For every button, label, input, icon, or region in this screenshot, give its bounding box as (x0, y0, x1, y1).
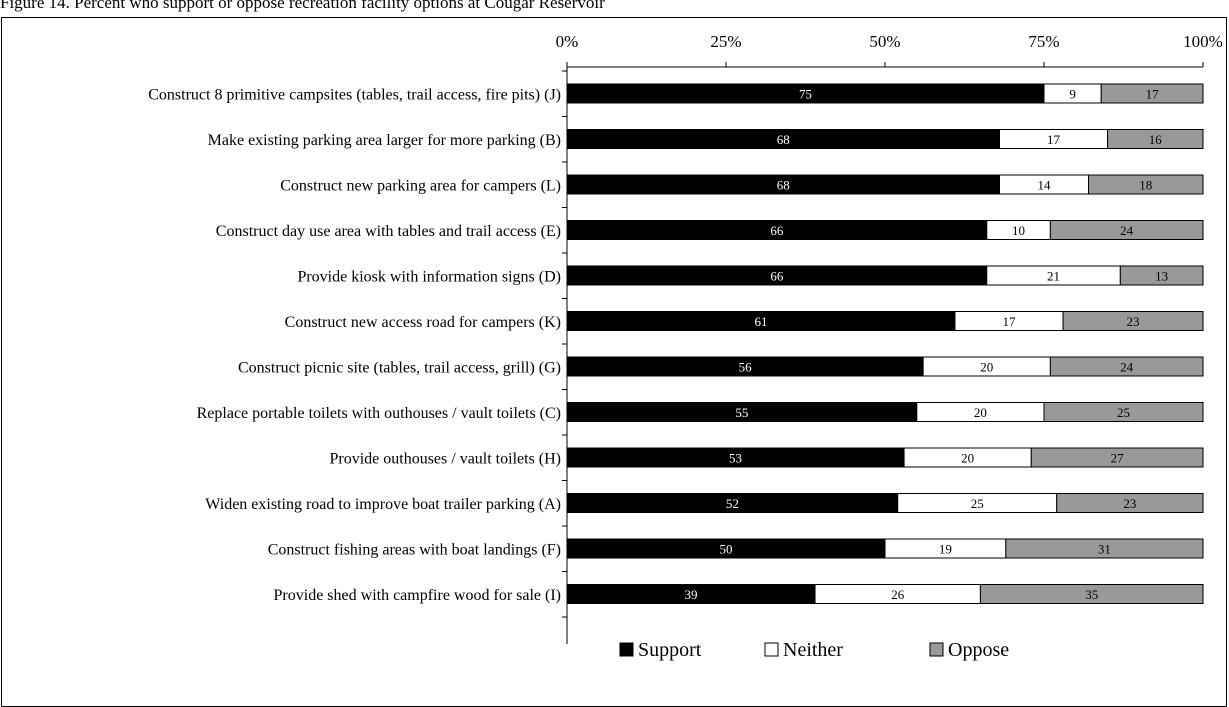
bar-segment-oppose (1100, 83, 1204, 104)
data-label-neither: 20 (980, 360, 993, 375)
legend-label-oppose: Oppose (948, 639, 1009, 661)
bar-segment-oppose (1005, 538, 1204, 559)
data-label-oppose: 18 (1139, 178, 1152, 193)
data-label-support: 39 (685, 587, 698, 602)
legend-label-support: Support (638, 639, 702, 661)
category-label: Construct 8 primitive campsites (tables,… (148, 87, 561, 104)
category-label: Construct day use area with tables and t… (216, 223, 561, 240)
x-tick-label: 25% (710, 32, 741, 51)
data-label-neither: 17 (1047, 132, 1061, 147)
data-label-oppose: 25 (1117, 405, 1130, 420)
bar-segment-oppose (1062, 311, 1204, 331)
data-label-support: 55 (735, 405, 748, 420)
category-label: Construct fishing areas with boat landin… (268, 542, 561, 559)
data-label-support: 68 (777, 132, 790, 147)
data-label-support: 66 (770, 223, 784, 238)
data-label-support: 68 (777, 178, 790, 193)
bar-segment-oppose (1049, 220, 1204, 240)
category-label: Provide shed with campfire wood for sale… (274, 587, 561, 604)
data-label-oppose: 17 (1146, 87, 1160, 102)
x-tick-label: 0% (556, 32, 579, 51)
data-label-oppose: 35 (1085, 587, 1098, 602)
data-label-neither: 19 (939, 542, 952, 557)
legend-swatch-neither (764, 642, 779, 657)
data-label-neither: 20 (961, 451, 974, 466)
bar-segment-oppose (1056, 493, 1204, 513)
data-label-neither: 26 (891, 587, 905, 602)
data-label-oppose: 13 (1155, 269, 1168, 284)
data-label-support: 52 (726, 496, 739, 511)
category-label: Widen existing road to improve boat trai… (205, 496, 561, 513)
legend-swatch-oppose (929, 642, 944, 657)
x-tick-label: 100% (1183, 32, 1223, 51)
data-label-oppose: 23 (1127, 314, 1140, 329)
data-label-oppose: 27 (1111, 451, 1125, 466)
category-label: Provide outhouses / vault toilets (H) (329, 451, 561, 468)
category-label: Construct picnic site (tables, trail acc… (238, 360, 561, 377)
data-label-oppose: 31 (1098, 542, 1111, 557)
category-label: Make existing parking area larger for mo… (208, 132, 561, 149)
data-label-oppose: 24 (1120, 223, 1134, 238)
category-label: Construct new access road for campers (K… (285, 314, 561, 331)
figure-caption: Figure 14. Percent who support or oppose… (0, 0, 605, 12)
data-label-support: 56 (739, 360, 753, 375)
data-label-oppose: 23 (1123, 496, 1136, 511)
data-label-neither: 10 (1012, 223, 1025, 238)
data-label-neither: 20 (974, 405, 987, 420)
data-label-oppose: 24 (1120, 360, 1134, 375)
data-label-neither: 14 (1038, 178, 1052, 193)
x-tick-label: 75% (1028, 32, 1059, 51)
legend-label-neither: Neither (783, 639, 843, 661)
data-label-neither: 25 (971, 496, 984, 511)
category-label: Provide kiosk with information signs (D) (297, 269, 561, 286)
data-label-support: 75 (799, 87, 812, 102)
legend-swatch-support (619, 642, 634, 657)
data-label-support: 66 (770, 269, 784, 284)
category-label: Construct new parking area for campers (… (280, 178, 561, 195)
stacked-bar-chart: 0% 25% 50% 75% 100% Construct 8 primitive cam… (148, 32, 1223, 661)
data-label-support: 61 (754, 314, 767, 329)
bar-segment-oppose (1030, 447, 1204, 468)
bar-segment-oppose (1107, 129, 1204, 149)
x-tick-label: 50% (869, 32, 900, 51)
data-label-neither: 17 (1003, 314, 1017, 329)
data-label-support: 53 (729, 451, 742, 466)
bar-segment-oppose (1088, 174, 1204, 195)
bar-segment-oppose (1119, 265, 1204, 286)
bar-segment-oppose (1049, 356, 1204, 377)
category-label: Replace portable toilets with outhouses … (197, 405, 561, 422)
bar-segment-oppose (1043, 402, 1204, 422)
data-label-neither: 21 (1047, 269, 1060, 284)
data-label-support: 50 (720, 542, 733, 557)
data-label-neither: 9 (1069, 87, 1076, 102)
bar-segment-oppose (979, 584, 1204, 604)
data-label-oppose: 16 (1149, 132, 1163, 147)
